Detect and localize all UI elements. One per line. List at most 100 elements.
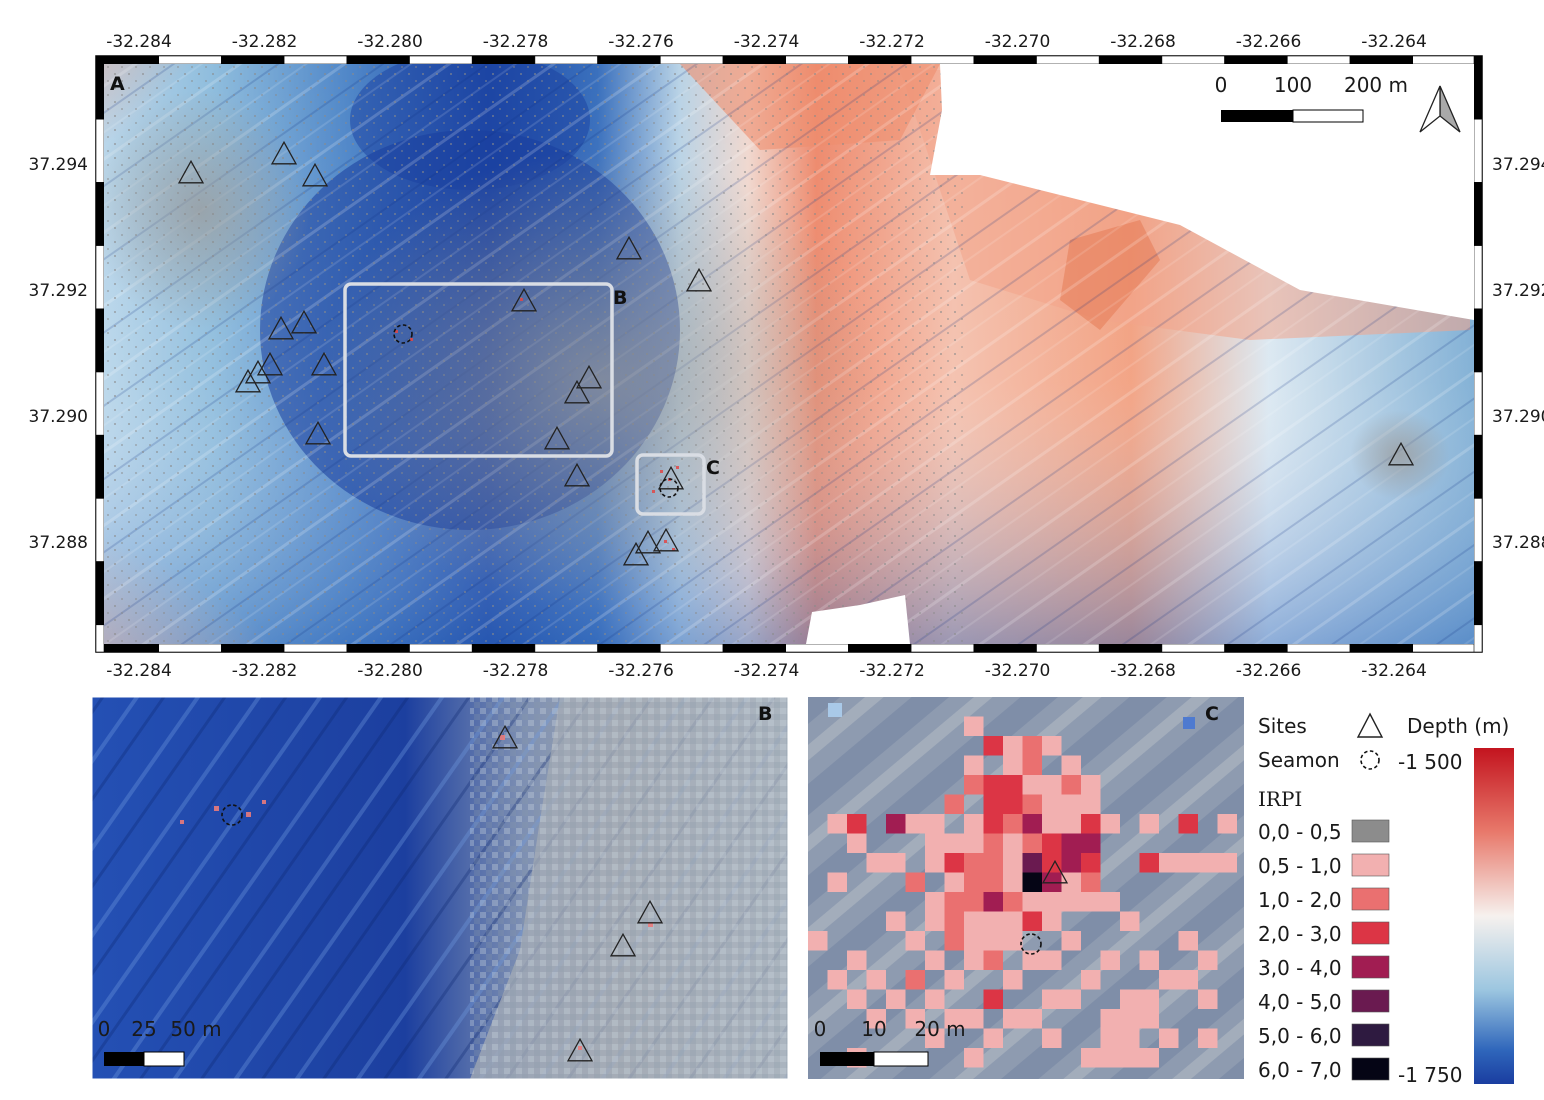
site-triangle-icon: [563, 462, 591, 487]
irpi-cell: [944, 872, 964, 892]
irpi-cell: [827, 872, 847, 892]
irpi-class-label: 0,0 - 0,5: [1258, 820, 1342, 844]
lat-tick-label: 37.288: [1492, 533, 1544, 553]
irpi-cell: [964, 950, 984, 970]
panel-a-letter: A: [110, 73, 125, 95]
irpi-cell: [1003, 775, 1023, 795]
site-triangle-icon: [543, 425, 571, 450]
inset-c-box: [635, 453, 706, 516]
irpi-cell: [827, 970, 847, 990]
irpi-cell: [1003, 892, 1023, 912]
lon-tick-label: -32.270: [985, 661, 1051, 681]
lon-ticks-top: -32.284 -32.282 -32.280 -32.278 -32.276 -32.2…: [106, 32, 1427, 52]
irpi-class-swatch: [1351, 853, 1390, 877]
scale-a-label-1: 100: [1274, 73, 1312, 97]
irpi-cell: [1061, 794, 1081, 814]
scale-c-label-0: 0: [814, 1017, 827, 1041]
irpi-class-label: 3,0 - 4,0: [1258, 956, 1342, 980]
site-triangle-icon: [510, 287, 538, 312]
scale-b-label-1: 25: [131, 1017, 156, 1041]
site-triangle-icon: [575, 364, 603, 389]
inset-b-label: B: [613, 287, 627, 309]
lon-tick-label: -32.270: [985, 32, 1051, 52]
irpi-cell: [925, 833, 945, 853]
irpi-cell: [1022, 794, 1042, 814]
irpi-cell: [1081, 892, 1101, 912]
panel-c-map: C 0 10 20 m: [808, 697, 1244, 1079]
irpi-cell: [964, 911, 984, 931]
irpi-cell: [1061, 853, 1081, 873]
scale-a-label-2: 200 m: [1344, 73, 1408, 97]
irpi-cell: [944, 892, 964, 912]
irpi-cell: [866, 970, 886, 990]
lon-tick-label: -32.266: [1236, 32, 1302, 52]
bathy-cell: [828, 703, 842, 717]
irpi-cell: [925, 853, 945, 873]
irpi-class-label: 6,0 - 7,0: [1258, 1058, 1342, 1082]
irpi-cell: [964, 775, 984, 795]
site-triangle-icon: [1387, 441, 1415, 466]
irpi-cell: [983, 931, 1003, 951]
irpi-class-swatch: [1351, 955, 1390, 979]
lat-tick-label: 37.290: [1492, 407, 1544, 427]
irpi-cell: [1022, 853, 1042, 873]
panel-a-frame-bars: [95, 55, 1483, 653]
irpi-cell: [866, 1009, 886, 1029]
irpi-cell: [1120, 1009, 1140, 1029]
irpi-cell: [1003, 833, 1023, 853]
seamon-marker: [221, 804, 243, 826]
irpi-cell: [983, 892, 1003, 912]
irpi-cell: [1003, 814, 1023, 834]
lon-tick-label: -32.278: [483, 32, 549, 52]
bathy-cell: [1183, 717, 1195, 729]
legend-depth-min: -1 750: [1398, 1063, 1462, 1087]
site-triangle-icon: [290, 309, 318, 334]
irpi-cell: [983, 989, 1003, 1009]
lon-tick-label: -32.276: [608, 661, 674, 681]
irpi-cell: [1003, 853, 1023, 873]
site-triangle-icon: [634, 529, 662, 554]
irpi-cell: [964, 716, 984, 736]
site-triangle-icon: [491, 724, 519, 749]
site-triangle-icon: [177, 159, 205, 184]
irpi-cell: [1217, 853, 1237, 873]
site-triangle-icon: [685, 267, 713, 292]
irpi-cell: [1081, 794, 1101, 814]
lon-tick-label: -32.272: [859, 32, 925, 52]
site-triangle-icon: [1041, 859, 1069, 884]
panel-c-scale-bar: 0 10 20 m: [814, 1017, 966, 1067]
irpi-cell: [1061, 931, 1081, 951]
seamon-marker: [659, 478, 679, 498]
lon-tick-label: -32.280: [357, 32, 423, 52]
lon-tick-label: -32.274: [734, 32, 800, 52]
irpi-cell: [1081, 1048, 1101, 1068]
irpi-cell: [1003, 931, 1023, 951]
irpi-cell: [905, 931, 925, 951]
irpi-cell: [925, 814, 945, 834]
irpi-class-swatch: [1351, 819, 1390, 843]
irpi-cell: [983, 794, 1003, 814]
lon-tick-label: -32.284: [106, 32, 172, 52]
irpi-cell: [944, 911, 964, 931]
irpi-cell: [1178, 970, 1198, 990]
inset-c-label: C: [706, 457, 720, 479]
panel-b-scale-bar: 0 25 50 m: [98, 1017, 222, 1067]
site-triangle-icon: [270, 140, 298, 165]
irpi-cell: [1159, 970, 1179, 990]
irpi-cell: [905, 814, 925, 834]
panel-a-bathymetry: [104, 64, 1474, 644]
site-triangle-icon: [267, 315, 295, 340]
irpi-cell: [1042, 989, 1062, 1009]
irpi-cell: [1139, 814, 1159, 834]
irpi-cell: [1139, 1009, 1159, 1029]
irpi-cell: [1120, 1028, 1140, 1048]
irpi-cell: [983, 1028, 1003, 1048]
lat-ticks-right: 37.294 37.292 37.290 37.288: [1492, 155, 1544, 553]
irpi-cell: [1120, 911, 1140, 931]
lat-tick-label: 37.290: [29, 407, 88, 427]
irpi-cell: [1003, 970, 1023, 990]
irpi-cell: [1022, 911, 1042, 931]
irpi-cell: [847, 989, 867, 1009]
lat-tick-label: 37.288: [29, 533, 88, 553]
